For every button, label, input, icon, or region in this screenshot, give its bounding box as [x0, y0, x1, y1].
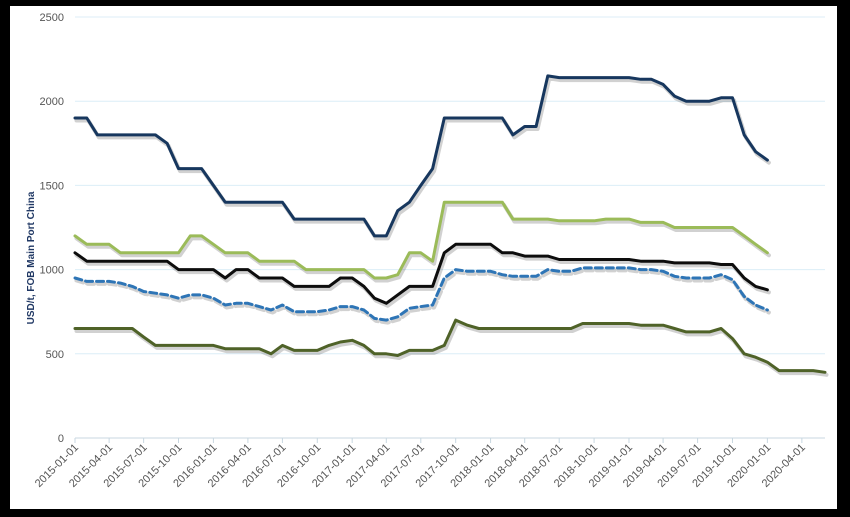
- series-line-shadow: [74, 268, 771, 325]
- y-tick-label: 500: [46, 349, 64, 361]
- series-line-3: [73, 242, 769, 305]
- series-line-1: [73, 74, 769, 238]
- y-tick-label: 1000: [40, 265, 64, 277]
- series-line-5: [73, 318, 827, 374]
- series-line-shadow: [74, 320, 829, 377]
- y-axis-ticks: 0 500 1000 1500 2000 2500: [40, 12, 64, 445]
- series-line-2: [73, 200, 769, 280]
- series-lines: [73, 74, 829, 377]
- y-tick-label: 2000: [40, 96, 64, 108]
- series-line-4: [73, 266, 769, 322]
- y-tick-label: 2500: [40, 12, 64, 24]
- chart-frame: [10, 6, 837, 509]
- series-line-shadow: [74, 244, 771, 308]
- y-tick-label: 0: [58, 433, 64, 445]
- series-line-shadow: [74, 76, 771, 241]
- x-axis-ticks: 2015-01-012015-04-012015-07-012015-10-01…: [33, 437, 825, 490]
- y-axis-label: USD/t, FOB Main Port China: [26, 191, 37, 324]
- y-tick-label: 1500: [40, 180, 64, 192]
